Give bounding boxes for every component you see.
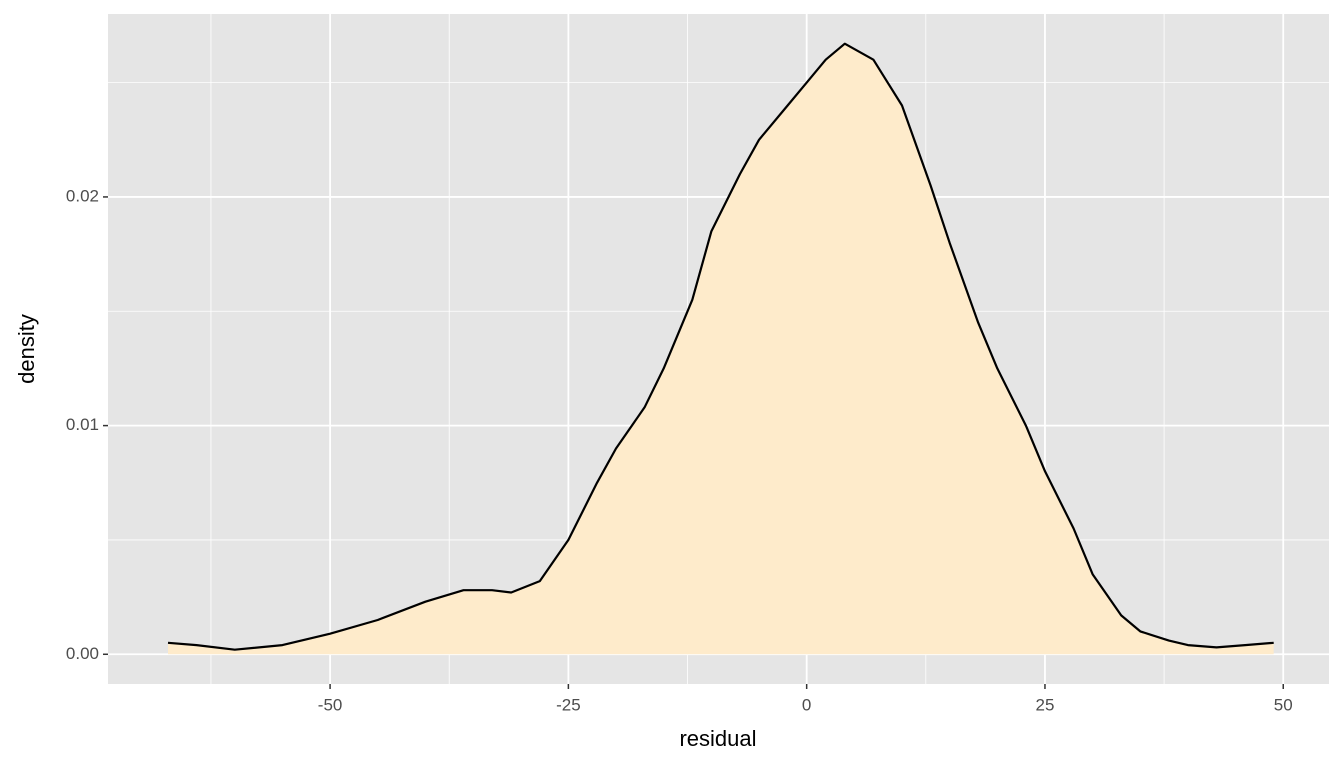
x-tick-label: -50: [318, 695, 343, 714]
y-tick-label: 0.00: [66, 644, 99, 663]
x-tick-label: -25: [556, 695, 581, 714]
density-area: [168, 43, 1274, 655]
x-tick-label: 50: [1274, 695, 1293, 714]
density-line: [167, 42, 1274, 651]
y-tick-label: 0.02: [66, 186, 99, 205]
x-tick-label: 25: [1035, 695, 1054, 714]
y-tick-label: 0.01: [66, 415, 99, 434]
x-axis-title: residual: [679, 726, 756, 751]
y-axis-title: density: [14, 314, 39, 384]
x-tick-label: 0: [802, 695, 811, 714]
